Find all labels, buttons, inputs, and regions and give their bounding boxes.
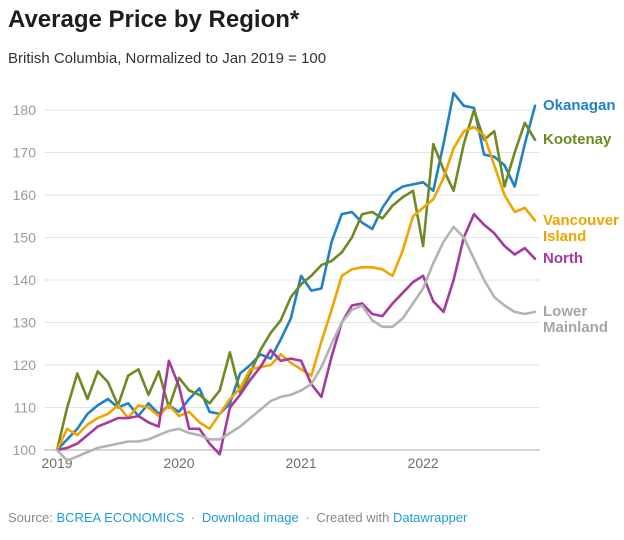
y-tick-label: 100 [13, 442, 37, 458]
footer: Source: BCREA ECONOMICS · Download image… [8, 510, 467, 525]
series-line-vancouver-island [55, 125, 537, 452]
separator-dot: · [305, 510, 310, 525]
series-label-line: North [543, 249, 583, 267]
series-label-line: Vancouver [543, 211, 619, 229]
series-label-north: North [543, 249, 623, 267]
source-link[interactable]: BCREA ECONOMICS [56, 510, 185, 525]
y-tick-label: 150 [13, 230, 37, 246]
series-line-lower-mainland [55, 225, 537, 462]
series-line-kootenay [55, 108, 537, 452]
series-label-line: Island [543, 227, 587, 245]
series-label-vancouver-island: Vancouver Island [543, 211, 623, 245]
series-line-north [55, 212, 537, 456]
y-tick-label: 140 [13, 272, 37, 288]
series-label-lower-mainland: Lower Mainland [543, 302, 623, 336]
series-label-line: Lower [543, 302, 588, 320]
y-tick-label: 130 [13, 315, 37, 331]
x-tick-label: 2020 [163, 455, 194, 471]
line-chart-canvas: 100 110 120 130 140 150 160 170 180 2019 2020 2021 2… [13, 91, 540, 471]
chart-subtitle: British Columbia, Normalized to Jan 2019… [8, 50, 327, 67]
separator-dot: · [190, 510, 196, 525]
y-tick-label: 120 [13, 357, 37, 373]
y-tick-label: 110 [14, 400, 37, 416]
y-tick-label: 180 [13, 102, 37, 118]
y-tick-label: 160 [13, 187, 37, 203]
series-label-kootenay: Kootenay [543, 130, 623, 148]
created-with-label: Created with [316, 510, 390, 525]
source-label: Source: [8, 510, 53, 525]
x-tick-label: 2021 [286, 455, 317, 471]
page-title: Average Price by Region* [8, 6, 300, 33]
series-label-okanagan: Okanagan [543, 96, 623, 114]
y-tick-label: 170 [13, 145, 37, 161]
series-label-line: Mainland [543, 318, 609, 336]
series-label-line: Kootenay [543, 130, 612, 148]
x-tick-label: 2019 [41, 455, 72, 471]
series-line-okanagan [55, 91, 537, 452]
download-image-link[interactable]: Download image [201, 510, 299, 525]
datawrapper-link[interactable]: Datawrapper [392, 510, 468, 525]
x-tick-label: 2022 [408, 455, 439, 471]
series-label-line: Okanagan [543, 96, 616, 114]
